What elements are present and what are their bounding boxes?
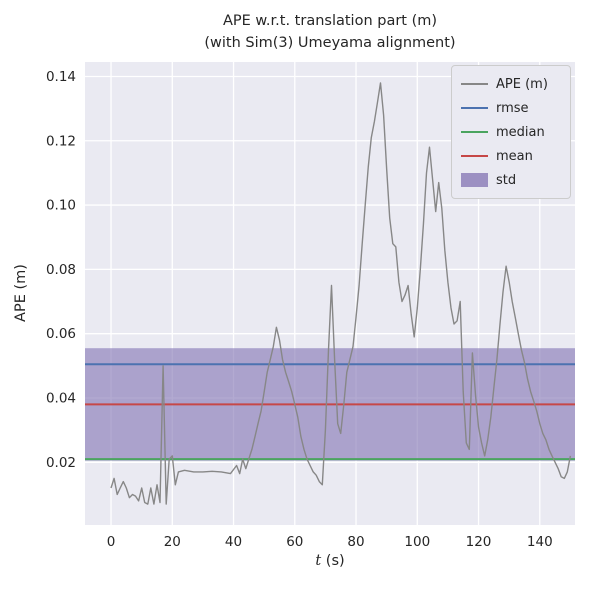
- x-tick-label: 120: [466, 534, 492, 550]
- legend-entry: median: [461, 120, 561, 144]
- chart-title: APE w.r.t. translation part (m) (with Si…: [85, 10, 575, 54]
- legend-entry: mean: [461, 144, 561, 168]
- x-tick-label: 100: [404, 534, 430, 550]
- y-tick-label: 0.14: [46, 69, 76, 85]
- tick-labels: 0 20 40 60 80 100 120 140 0.02 0.04 0.06 0.08 0.10 0.…: [46, 69, 553, 550]
- x-axis-label-variable: t: [315, 553, 322, 569]
- x-tick-label: 140: [527, 534, 553, 550]
- legend-label-std: std: [496, 172, 517, 188]
- y-tick-label: 0.04: [46, 391, 76, 407]
- x-tick-label: 20: [164, 534, 181, 550]
- legend-entry: rmse: [461, 96, 561, 120]
- x-axis-label-unit: (s): [321, 553, 345, 569]
- legend-label-mean: mean: [496, 148, 533, 164]
- legend-label-ape: APE (m): [496, 76, 548, 92]
- legend-label-median: median: [496, 124, 545, 140]
- ape-line-swatch: [461, 82, 488, 86]
- legend-entry: std: [461, 168, 561, 192]
- y-tick-label: 0.08: [46, 262, 76, 278]
- x-tick-label: 40: [225, 534, 242, 550]
- x-tick-label: 80: [347, 534, 364, 550]
- x-axis-label: t (s): [85, 553, 575, 569]
- median-line-swatch: [461, 130, 488, 134]
- chart-title-line1: APE w.r.t. translation part (m): [222, 13, 438, 29]
- rmse-line-swatch: [461, 106, 488, 110]
- y-axis-label: APE (m): [13, 264, 29, 322]
- y-tick-label: 0.12: [46, 133, 76, 149]
- legend-label-rmse: rmse: [496, 100, 529, 116]
- ape-line: [110, 82, 572, 505]
- x-tick-label: 0: [107, 534, 116, 550]
- chart-title-line2: (with Sim(3) Umeyama alignment): [204, 35, 456, 51]
- y-tick-label: 0.10: [46, 198, 76, 214]
- std-patch-swatch: [461, 173, 488, 187]
- y-tick-label: 0.06: [46, 326, 76, 342]
- mean-line-swatch: [461, 154, 488, 158]
- x-tick-label: 60: [286, 534, 303, 550]
- y-tick-label: 0.02: [46, 455, 76, 471]
- legend: APE (m) rmse median mean std: [451, 65, 571, 199]
- legend-entry: APE (m): [461, 72, 561, 96]
